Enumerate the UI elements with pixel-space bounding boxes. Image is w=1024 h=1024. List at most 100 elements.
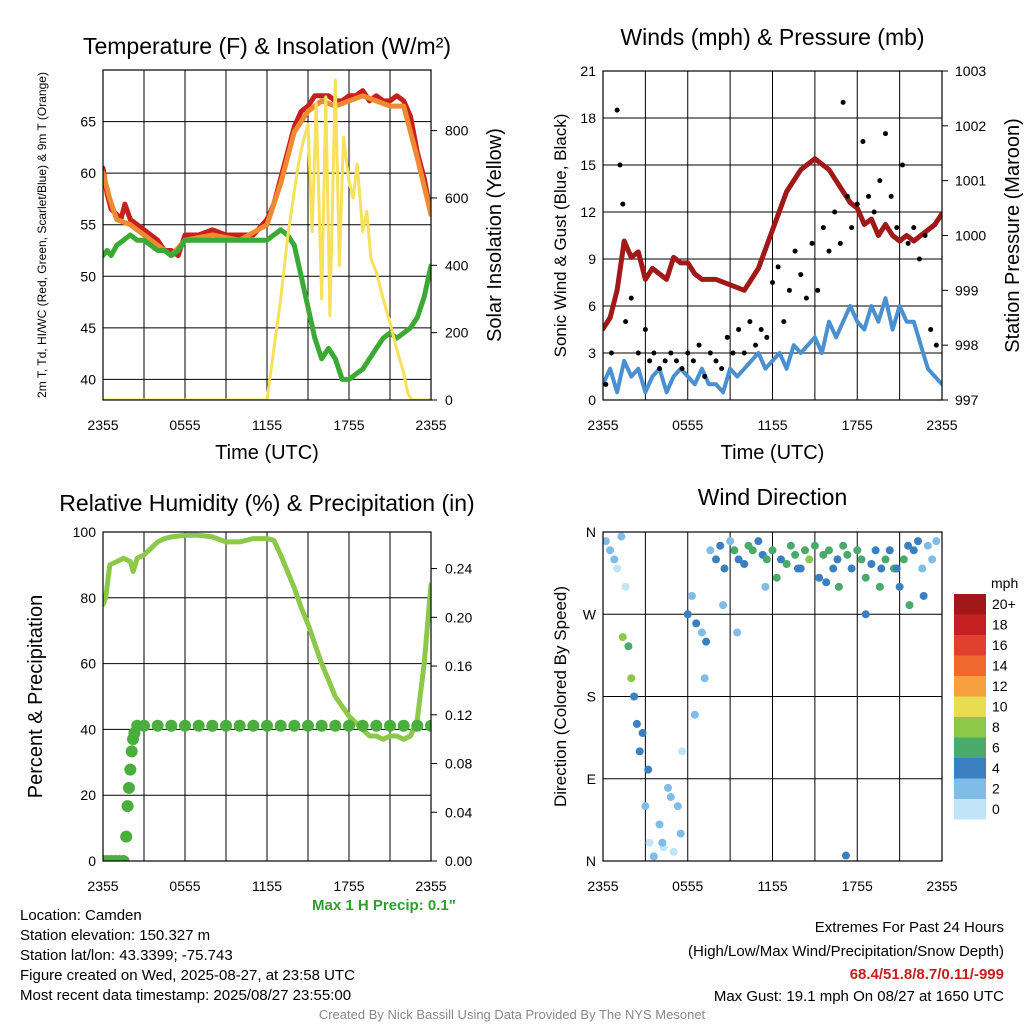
legend-swatch: [954, 717, 986, 738]
y-tick-label: 0: [88, 853, 96, 869]
series-point: [933, 342, 939, 348]
x-tick-label: 2355: [415, 878, 446, 894]
y2-tick-label: 0.12: [445, 707, 472, 723]
series-point: [608, 350, 614, 356]
y2-tick-label: 0.00: [445, 853, 472, 869]
direction-point: [733, 628, 742, 637]
series-point: [764, 334, 770, 340]
x-tick-label: 2355: [415, 417, 446, 433]
series-point: [662, 358, 668, 364]
direction-point: [613, 564, 622, 573]
series-point: [122, 781, 135, 794]
direction-point: [716, 541, 725, 550]
series-point: [685, 350, 691, 356]
series-point: [866, 193, 872, 199]
direction-point: [793, 564, 802, 573]
series-point: [117, 855, 130, 861]
series-point: [844, 193, 850, 199]
legend-title: mph: [991, 575, 1018, 591]
direction-point: [630, 692, 639, 701]
direction-point: [624, 642, 633, 651]
y2-tick-label: 999: [955, 282, 979, 298]
series-point: [837, 240, 843, 246]
series-point: [329, 719, 342, 732]
series-point: [730, 350, 736, 356]
series-point: [120, 830, 133, 843]
direction-point: [712, 555, 720, 564]
x-tick-label: 1755: [333, 878, 364, 894]
direction-point: [754, 537, 763, 546]
series-point: [719, 366, 725, 372]
direction-point: [638, 729, 647, 738]
direction-point: [706, 546, 715, 555]
series-point: [179, 719, 191, 732]
y-tick-label: 55: [80, 217, 96, 233]
direction-point: [627, 674, 636, 683]
series-group: [103, 532, 431, 861]
direction-point: [800, 546, 809, 555]
y-tick-label: 50: [80, 268, 96, 284]
series-point: [620, 201, 626, 207]
series-line: [103, 227, 431, 382]
y2-tick-label: 997: [955, 392, 979, 408]
series-point: [702, 374, 708, 379]
y2-tick-label: 1000: [955, 228, 986, 244]
x-tick-label: 1755: [333, 417, 364, 433]
y-tick-label: 12: [580, 204, 596, 220]
series-point: [803, 295, 809, 301]
direction-point: [635, 747, 644, 756]
plot-frame: [102, 69, 432, 401]
direction-point: [923, 541, 932, 550]
series-point: [397, 719, 410, 732]
y2-tick-label: 600: [445, 190, 469, 206]
direction-point: [861, 610, 870, 619]
series-line: [103, 532, 431, 742]
direction-point: [720, 564, 729, 573]
direction-point: [655, 820, 664, 829]
legend-swatch: [954, 778, 986, 799]
series-point: [899, 162, 905, 168]
y-tick-label: 45: [80, 320, 96, 336]
direction-point: [678, 747, 687, 756]
direction-point: [740, 559, 749, 568]
x-tick-label: 2355: [587, 417, 618, 433]
footer-created: Figure created on Wed, 2025-08-27, at 23…: [20, 967, 355, 984]
series-point: [916, 256, 922, 262]
direction-point: [748, 546, 757, 555]
y2-axis-label: Station Pressure (Maroon): [1002, 118, 1024, 353]
legend-swatch: [954, 614, 986, 635]
y-tick-label: 100: [73, 524, 97, 540]
direction-point: [919, 591, 928, 600]
direction-point: [867, 559, 876, 568]
direction-point: [825, 546, 833, 555]
x-tick-label: 1155: [757, 878, 787, 894]
y-tick-label: 20: [80, 787, 96, 803]
direction-point: [676, 829, 685, 838]
direction-point: [690, 710, 699, 719]
legend-label: 0: [992, 801, 1000, 817]
credit-line: Created By Nick Bassill Using Data Provi…: [318, 1007, 706, 1022]
direction-point: [644, 765, 653, 774]
footer-latlon: Station lat/lon: 43.3399; -75.743: [20, 947, 233, 964]
legend-label: 16: [992, 637, 1008, 653]
legend-label: 12: [992, 678, 1008, 694]
series-line: [103, 93, 431, 259]
legend-label: 20+: [992, 596, 1016, 612]
panel-title: Wind Direction: [698, 484, 848, 510]
direction-point: [918, 564, 927, 573]
direction-point: [762, 555, 771, 564]
y-axis-label: Sonic Wind & Gust (Blue, Black): [551, 114, 570, 358]
series-point: [121, 800, 134, 813]
direction-point: [861, 573, 870, 582]
x-tick-label: 0555: [672, 878, 703, 894]
series-point: [770, 280, 775, 285]
series-point: [798, 272, 804, 278]
legend-swatch: [954, 696, 986, 717]
y-tick-label: 15: [580, 157, 596, 173]
series-point: [220, 719, 232, 732]
footer-recent: Most recent data timestamp: 2025/08/27 2…: [20, 987, 352, 1004]
series-point: [792, 248, 798, 254]
direction-point: [895, 582, 904, 591]
direction-point: [645, 838, 654, 847]
